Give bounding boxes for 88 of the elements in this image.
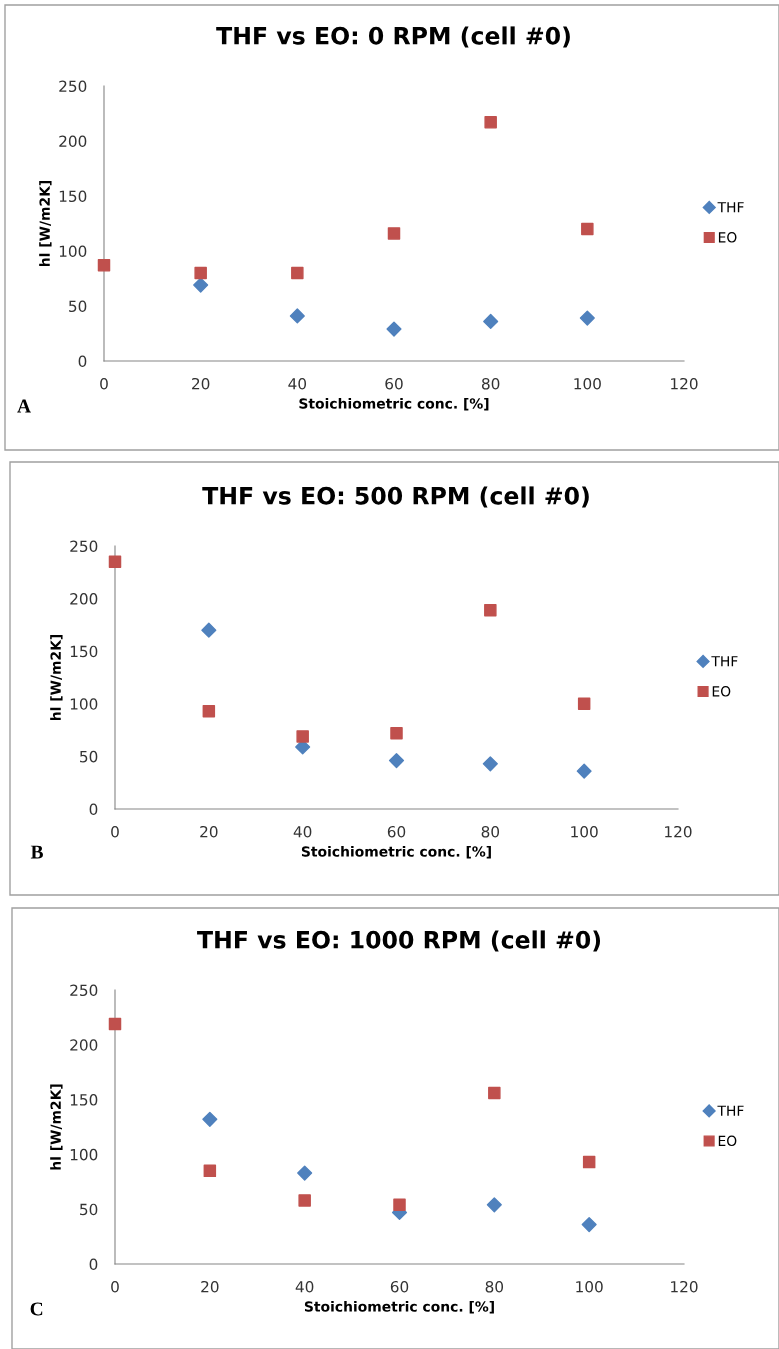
y-tick-label: 0 (89, 803, 98, 816)
point (388, 753, 405, 769)
x-tick-label: 120 (671, 1280, 698, 1293)
y-tick-label: 50 (69, 300, 87, 313)
y-tick-label: 100 (59, 245, 87, 258)
point (484, 116, 497, 129)
x-axis-title: Stoichiometric conc. [%] (301, 846, 491, 859)
x-tick-label: 20 (201, 1280, 219, 1293)
x-tick-label: 40 (295, 1280, 314, 1293)
point (577, 697, 591, 711)
x-tick-label: 20 (192, 377, 210, 390)
legend-label: THF (711, 656, 738, 667)
chart-title: THF vs EO: 1000 RPM (cell #0) (197, 930, 601, 952)
y-tick-label: 150 (59, 190, 87, 203)
text: A (17, 399, 31, 413)
x-tick-label: 60 (390, 1280, 409, 1293)
y-tick-label: 100 (70, 698, 98, 710)
y-tick-label: 50 (80, 1203, 98, 1216)
point (202, 1111, 218, 1127)
point (579, 310, 595, 326)
x-tick-label: 80 (481, 377, 500, 390)
point (390, 727, 403, 740)
point (289, 308, 305, 324)
x-axis-title: Stoichiometric conc. [%] (299, 398, 489, 411)
y-axis-title: hl [W/m2K] (39, 180, 52, 267)
point (581, 222, 594, 236)
point (108, 1017, 122, 1031)
x-tick-label: 100 (576, 1280, 603, 1293)
point (296, 730, 309, 743)
x-tick-label: 40 (288, 377, 307, 390)
point (203, 1164, 217, 1178)
y-tick-label: 200 (70, 1039, 98, 1051)
y-tick-label: 250 (70, 984, 98, 997)
x-tick-label: 40 (293, 825, 312, 838)
legend-label: EO (718, 1135, 737, 1147)
x-tick-label: 0 (111, 1280, 119, 1293)
y-tick-label: 0 (89, 1258, 98, 1271)
legend-label: THF (717, 202, 744, 213)
text: B (30, 845, 43, 859)
x-tick-label: 60 (385, 377, 403, 390)
point (582, 1155, 596, 1169)
point (291, 266, 304, 280)
point (387, 227, 401, 240)
point (297, 1165, 313, 1181)
point (108, 555, 122, 569)
point (581, 1216, 597, 1233)
legend-label: EO (712, 686, 731, 697)
y-tick-label: 200 (70, 593, 98, 605)
y-tick-label: 100 (70, 1148, 98, 1161)
x-tick-label: 0 (100, 377, 108, 390)
y-tick-label: 150 (70, 1094, 98, 1106)
x-tick-label: 120 (665, 825, 692, 838)
chart-title: THF vs EO: 0 RPM (cell #0) (216, 26, 570, 48)
legend-label: THF (717, 1105, 744, 1116)
x-tick-label: 20 (200, 825, 218, 838)
point (193, 277, 209, 293)
x-tick-label: 80 (481, 825, 500, 838)
point (484, 603, 497, 617)
point (97, 259, 111, 272)
y-tick-label: 200 (59, 135, 87, 148)
point (483, 313, 499, 329)
y-tick-label: 50 (80, 750, 98, 763)
point (486, 1197, 502, 1213)
legend-label: EO (718, 232, 737, 243)
x-tick-label: 100 (571, 825, 598, 838)
y-axis-title: hl [W/m2K] (50, 634, 63, 721)
point (202, 704, 216, 718)
text: C (30, 1302, 43, 1316)
point (194, 266, 207, 280)
x-axis-title: Stoichiometric conc. [%] (304, 1301, 494, 1314)
point (393, 1198, 406, 1212)
y-tick-label: 250 (70, 540, 98, 553)
point (386, 321, 402, 337)
point (482, 756, 498, 772)
y-tick-label: 150 (70, 645, 98, 658)
y-axis-title: hl [W/m2K] (50, 1084, 63, 1170)
y-tick-label: 250 (59, 80, 87, 93)
x-tick-label: 80 (485, 1280, 504, 1293)
point (488, 1086, 501, 1100)
point (201, 622, 217, 638)
point (576, 763, 592, 779)
point (298, 1194, 311, 1207)
x-tick-label: 100 (574, 377, 601, 390)
y-tick-label: 0 (78, 355, 87, 368)
x-tick-label: 0 (111, 825, 119, 838)
x-tick-label: 60 (387, 825, 406, 838)
chart-title: THF vs EO: 500 RPM (cell #0) (202, 486, 589, 508)
x-tick-label: 120 (671, 377, 698, 390)
